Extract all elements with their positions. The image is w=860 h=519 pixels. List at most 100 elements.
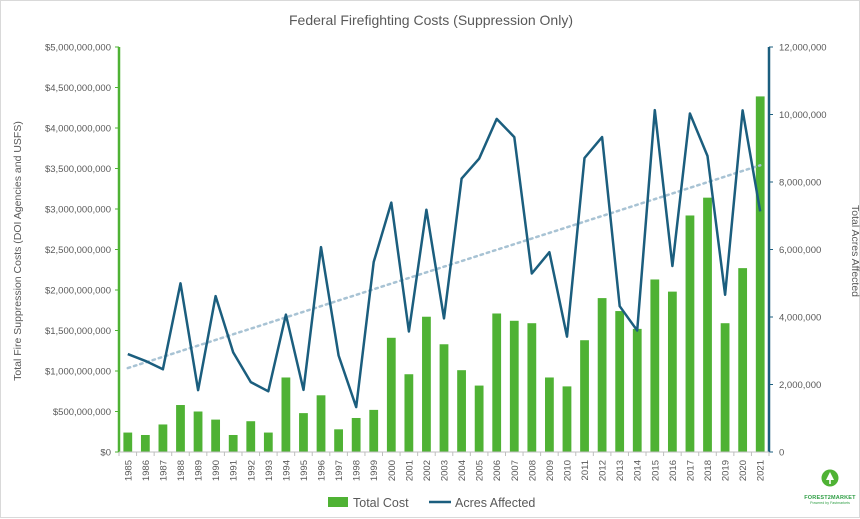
x-tick-label-1995: 1995 [299,460,310,481]
bar-1997 [334,429,343,452]
bar-2019 [721,323,730,452]
bar-1995 [299,413,308,452]
bar-2000 [387,338,396,452]
bar-1993 [264,433,273,452]
x-tick-label-1999: 1999 [369,460,380,481]
bar-2006 [492,313,501,452]
logo-sub-text: Powered by Fastmarkets [801,501,859,505]
x-tick-label-2014: 2014 [633,460,644,481]
bar-1987 [159,424,168,452]
bar-2010 [563,386,572,452]
tree-logo-icon [821,469,839,489]
x-tick-label-1998: 1998 [352,460,363,481]
bar-2013 [615,311,624,452]
x-tick-label-2019: 2019 [721,460,732,481]
right-axis-ticks: 02,000,0004,000,0006,000,0008,000,00010,… [769,43,827,459]
left-axis-ticks: $0 $500,000,000 $1,000,000,000 $1,500,000,0… [45,43,119,459]
left-tick-label: $4,000,000,000 [45,124,111,135]
bar-2016 [668,292,677,452]
x-tick-label-2003: 2003 [440,460,451,481]
x-tick-label-2021: 2021 [756,460,767,481]
x-tick-label-1986: 1986 [141,460,152,481]
x-tick-label-2000: 2000 [387,460,398,481]
y-axis-left-title: Total Fire Suppression Costs (DOI Agenci… [12,121,24,381]
x-tick-label-2010: 2010 [562,460,573,481]
left-tick-label: $4,500,000,000 [45,83,111,94]
x-tick-label-1990: 1990 [211,460,222,481]
x-tick-label-2007: 2007 [510,460,521,481]
x-tick-label-2008: 2008 [527,460,538,481]
bar-2001 [404,374,413,452]
right-tick-label: 6,000,000 [779,245,821,256]
x-tick-label-1991: 1991 [229,460,240,481]
bar-2015 [650,279,659,452]
bar-2005 [475,386,484,452]
x-tick-label-1989: 1989 [194,460,205,481]
x-tick-label-2002: 2002 [422,460,433,481]
x-tick-label-2017: 2017 [685,460,696,481]
bar-1991 [229,435,238,452]
bar-2021 [756,96,765,452]
bar-2017 [686,215,695,452]
x-tick-label-1992: 1992 [246,460,257,481]
bar-2020 [738,268,747,452]
right-tick-label: 2,000,000 [779,380,821,391]
bar-1999 [369,410,378,452]
left-tick-label: $3,000,000,000 [45,205,111,216]
left-tick-label: $1,000,000,000 [45,367,111,378]
bar-series [123,96,764,452]
bar-2009 [545,377,554,452]
legend: Total Cost Acres Affected [328,496,535,510]
left-tick-label: $0 [100,448,111,459]
legend-label-total-cost: Total Cost [353,496,409,510]
bar-1994 [282,377,291,452]
x-tick-label-1987: 1987 [158,460,169,481]
x-tick-label-2020: 2020 [738,460,749,481]
bar-1992 [246,421,255,452]
x-tick-label-2012: 2012 [598,460,609,481]
left-tick-label: $500,000,000 [53,407,111,418]
right-tick-label: 4,000,000 [779,313,821,324]
x-tick-label-2004: 2004 [457,460,468,481]
y-axis-right-title: Total Acres Affected [849,205,860,297]
right-tick-label: 0 [779,448,784,459]
bar-1998 [352,418,361,452]
bar-1990 [211,420,220,452]
left-tick-label: $2,000,000,000 [45,286,111,297]
right-tick-label: 12,000,000 [779,43,827,54]
x-tick-label-2011: 2011 [580,460,591,480]
bar-2018 [703,198,712,452]
bar-1988 [176,405,185,452]
bar-2008 [527,323,536,452]
bar-2011 [580,340,589,452]
chart-title: Federal Firefighting Costs (Suppression … [289,12,573,28]
bar-2004 [457,370,466,452]
x-tick-label-2001: 2001 [404,460,415,481]
forest2market-logo: FOREST2MARKET Powered by Fastmarkets [801,469,859,515]
bar-2002 [422,317,431,452]
x-tick-label-1994: 1994 [281,460,292,481]
x-tick-label-2009: 2009 [545,460,556,481]
left-tick-label: $2,500,000,000 [45,245,111,256]
bar-1986 [141,435,150,452]
left-tick-label: $1,500,000,000 [45,326,111,337]
x-tick-label-1996: 1996 [317,460,328,481]
x-tick-label-2013: 2013 [615,460,626,481]
bar-2003 [440,344,449,452]
bar-1985 [123,433,132,452]
left-tick-label: $3,500,000,000 [45,164,111,175]
x-tick-label-1988: 1988 [176,460,187,481]
bar-2014 [633,329,642,452]
x-tick-label-1985: 1985 [123,460,134,481]
bar-1989 [194,412,203,453]
bar-2012 [598,298,607,452]
x-tick-label-2005: 2005 [475,460,486,481]
legend-swatch-total-cost [328,497,348,507]
bar-1996 [317,395,326,452]
x-tick-label-2018: 2018 [703,460,714,481]
x-tick-label-2006: 2006 [492,460,503,481]
left-tick-label: $5,000,000,000 [45,43,111,54]
bar-2007 [510,321,519,452]
x-tick-label-2015: 2015 [650,460,661,481]
